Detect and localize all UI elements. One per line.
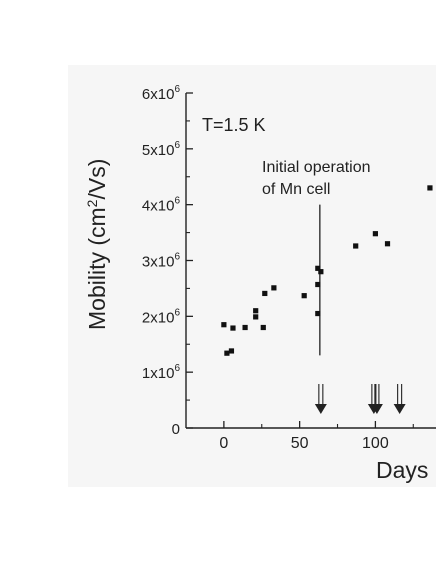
data-point [253,314,259,320]
y-tick-label: 0 [172,421,180,438]
y-tick-label: 1x106 [142,363,181,382]
temperature-annotation: T=1.5 K [202,115,266,135]
data-point [315,310,321,317]
data-point [318,269,324,275]
arrow-head [370,404,383,414]
arrow-head [314,404,327,414]
data-point [315,265,321,271]
data-point [224,350,230,356]
data-point [260,324,266,331]
data-point [301,293,307,299]
x-axis-label: Days [376,457,428,483]
y-tick-label: 6x106 [142,84,181,103]
data-point [228,348,235,354]
y-tick-label: 3x106 [142,252,181,271]
y-tick-label: 5x106 [142,140,181,159]
data-point [230,325,236,331]
data-point [427,185,433,191]
annotation-line-1: Initial operation [262,159,371,176]
data-point [253,308,259,314]
data-point [372,231,378,237]
data-point [271,285,277,291]
x-tick-label: 50 [291,435,309,452]
plot-area: 0 1x106 2x106 3x106 4x106 5x106 6x106 0 50 100 [142,84,436,452]
y-tick-label: 4x106 [142,196,181,215]
annotation-line-2: of Mn cell [262,181,330,198]
y-tick-label: 2x106 [142,307,181,326]
figure-background [68,65,436,487]
data-point [353,243,359,249]
data-point [262,290,268,297]
data-point [242,324,248,331]
data-point [221,322,227,328]
x-tick-label: 0 [219,435,228,452]
x-tick-label: 100 [362,435,389,452]
data-point [315,281,321,288]
arrow-head [393,404,406,414]
y-axis-label: Mobility (cm2/Vs) [84,159,110,330]
data-point [384,241,391,247]
